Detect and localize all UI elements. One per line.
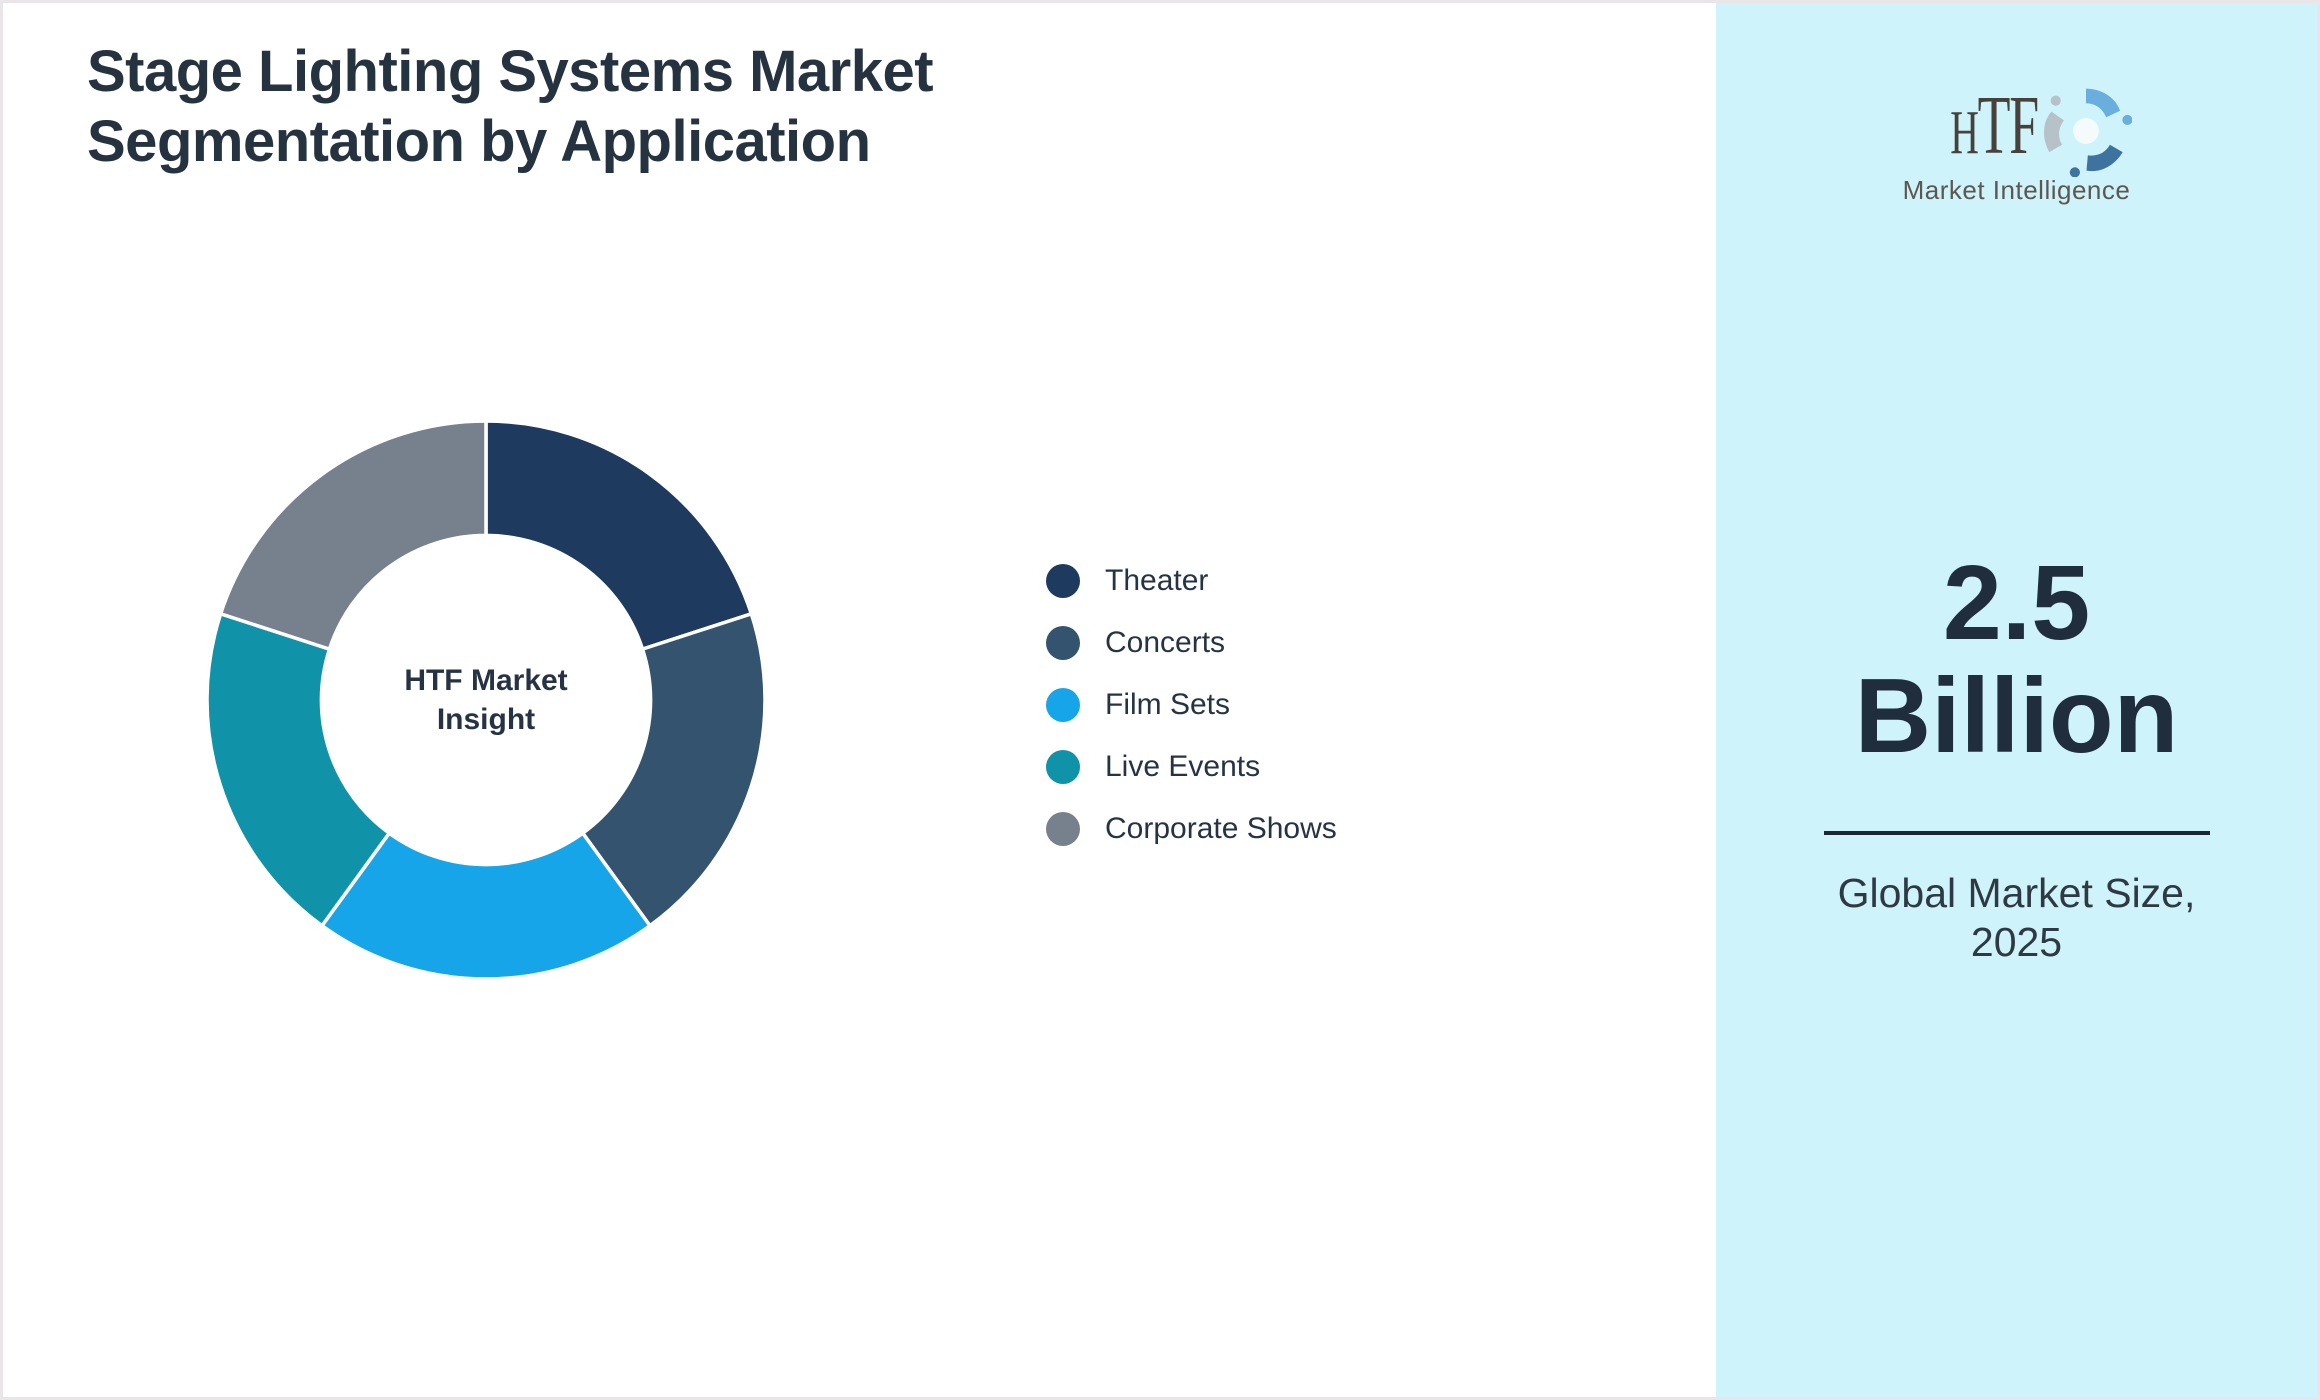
legend-swatch-icon: [1046, 626, 1080, 660]
chart-center-label: HTF Market Insight: [404, 664, 568, 736]
page-title-line2: Segmentation by Application: [87, 109, 871, 174]
donut-slice-concerts: [580, 611, 767, 929]
donut-slice-corporate-shows: [218, 419, 488, 652]
legend-item-film-sets: Film Sets: [1046, 674, 1337, 736]
market-size-number: 2.5: [1942, 544, 2091, 662]
legend-item-theater: Theater: [1046, 550, 1337, 612]
legend-label: Live Events: [1105, 750, 1261, 783]
donut-slice-theater: [484, 419, 754, 652]
sidebar-divider: [1824, 831, 2210, 835]
legend-swatch-icon: [1046, 688, 1080, 722]
market-size-caption-line1: Global Market Size,: [1837, 870, 2196, 916]
legend-swatch-icon: [1046, 750, 1080, 784]
sidebar: HTF: [1716, 3, 2317, 1397]
legend-label: Corporate Shows: [1105, 812, 1337, 845]
legend-label: Film Sets: [1105, 688, 1231, 721]
legend-swatch-icon: [1046, 812, 1080, 846]
main-area: Stage Lighting Systems Market Segmentati…: [3, 3, 2317, 1397]
legend-label: Theater: [1105, 564, 1209, 597]
legend-item-live-events: Live Events: [1046, 736, 1337, 798]
htf-logo-text: HTF: [1950, 79, 2039, 172]
dolphin-swirl-icon: [2043, 88, 2132, 177]
legend-item-concerts: Concerts: [1046, 612, 1337, 674]
htf-logo-subtext: Market Intelligence: [1902, 175, 2131, 205]
market-size-unit: Billion: [1854, 657, 2179, 775]
page-title-line1: Stage Lighting Systems Market: [87, 39, 934, 104]
market-size-caption-line2: 2025: [1970, 919, 2063, 965]
htf-logo: HTF: [1716, 79, 2317, 206]
page-title: Stage Lighting Systems Market Segmentati…: [87, 37, 934, 177]
market-size-caption: Global Market Size, 2025: [1716, 869, 2317, 967]
market-size-value: 2.5 Billion: [1716, 547, 2317, 773]
donut-slice-film-sets: [319, 830, 653, 981]
donut-chart-svg: [205, 419, 767, 981]
chart-legend: Theater Concerts Film Sets Live Events Corpo…: [1046, 550, 1337, 860]
donut-slice-live-events: [205, 611, 392, 929]
legend-item-corporate-shows: Corporate Shows: [1046, 798, 1337, 860]
htf-logo-row: HTF: [1901, 79, 2132, 177]
legend-swatch-icon: [1046, 564, 1080, 598]
legend-label: Concerts: [1105, 626, 1226, 659]
